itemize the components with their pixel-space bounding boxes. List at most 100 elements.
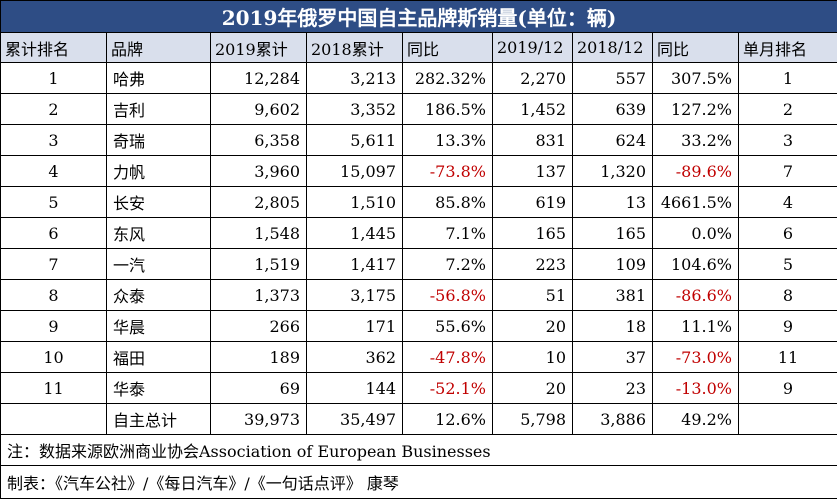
cell-monthly-rank: 1	[739, 63, 837, 94]
cell-2018-12: 13	[573, 187, 653, 218]
cell-2019-cumulative: 2,805	[211, 187, 307, 218]
cell-rank	[1, 404, 107, 435]
cell-2019-12: 1,452	[493, 94, 573, 125]
cell-rank: 4	[1, 156, 107, 187]
cell-2019-12: 51	[493, 280, 573, 311]
cell-monthly-yoy: 49.2%	[653, 404, 739, 435]
cell-2018-cumulative: 35,497	[307, 404, 403, 435]
cell-2018-12: 18	[573, 311, 653, 342]
cell-2018-cumulative: 1,510	[307, 187, 403, 218]
title-row: 2019年俄罗中国自主品牌斯销量(单位：辆)	[1, 1, 837, 33]
cell-monthly-yoy: 0.0%	[653, 218, 739, 249]
cell-rank: 2	[1, 94, 107, 125]
cell-monthly-rank: 11	[739, 342, 837, 373]
cell-yoy: 55.6%	[403, 311, 493, 342]
cell-monthly-rank: 8	[739, 280, 837, 311]
cell-2018-cumulative: 3,213	[307, 63, 403, 94]
cell-2018-cumulative: 3,175	[307, 280, 403, 311]
cell-2018-12: 557	[573, 63, 653, 94]
cell-brand: 众泰	[107, 280, 211, 311]
cell-yoy: 85.8%	[403, 187, 493, 218]
cell-2019-12: 831	[493, 125, 573, 156]
cell-monthly-rank: 4	[739, 187, 837, 218]
cell-monthly-yoy: 127.2%	[653, 94, 739, 125]
col-header-cumulative-rank: 累计排名	[1, 33, 107, 63]
cell-2019-12: 20	[493, 311, 573, 342]
cell-monthly-rank: 2	[739, 94, 837, 125]
cell-2018-cumulative: 3,352	[307, 94, 403, 125]
cell-rank: 9	[1, 311, 107, 342]
cell-2019-cumulative: 189	[211, 342, 307, 373]
cell-brand: 哈弗	[107, 63, 211, 94]
col-header-2019-12: 2019/12	[493, 33, 573, 63]
cell-2018-12: 23	[573, 373, 653, 404]
cell-2019-cumulative: 6,358	[211, 125, 307, 156]
cell-yoy: -73.8%	[403, 156, 493, 187]
header-row: 累计排名 品牌 2019累计 2018累计 同比 2019/12 2018/12…	[1, 33, 837, 63]
cell-2019-cumulative: 1,373	[211, 280, 307, 311]
cell-monthly-yoy: -13.0%	[653, 373, 739, 404]
cell-2018-cumulative: 362	[307, 342, 403, 373]
cell-rank: 6	[1, 218, 107, 249]
credit-row: 制表：《汽车公社》/《每日汽车》/《一句话点评》 康琴	[1, 466, 837, 499]
credit-note: 制表：《汽车公社》/《每日汽车》/《一句话点评》 康琴	[1, 466, 837, 499]
cell-rank: 3	[1, 125, 107, 156]
cell-2019-12: 165	[493, 218, 573, 249]
cell-2019-12: 137	[493, 156, 573, 187]
cell-2018-cumulative: 1,445	[307, 218, 403, 249]
cell-monthly-yoy: -89.6%	[653, 156, 739, 187]
cell-brand: 福田	[107, 342, 211, 373]
cell-2019-cumulative: 1,548	[211, 218, 307, 249]
cell-2019-cumulative: 1,519	[211, 249, 307, 280]
cell-2019-12: 223	[493, 249, 573, 280]
cell-monthly-yoy: 33.2%	[653, 125, 739, 156]
cell-brand: 力帆	[107, 156, 211, 187]
cell-yoy: 186.5%	[403, 94, 493, 125]
cell-2019-cumulative: 266	[211, 311, 307, 342]
cell-2018-12: 381	[573, 280, 653, 311]
cell-2018-cumulative: 1,417	[307, 249, 403, 280]
cell-monthly-rank: 9	[739, 373, 837, 404]
cell-monthly-rank: 3	[739, 125, 837, 156]
cell-monthly-rank: 5	[739, 249, 837, 280]
cell-brand: 华泰	[107, 373, 211, 404]
cell-monthly-yoy: -86.6%	[653, 280, 739, 311]
cell-2019-12: 20	[493, 373, 573, 404]
cell-2019-cumulative: 12,284	[211, 63, 307, 94]
cell-2018-cumulative: 171	[307, 311, 403, 342]
note-row: 注：数据来源欧洲商业协会Association of European Busi…	[1, 435, 837, 466]
table-title: 2019年俄罗中国自主品牌斯销量(单位：辆)	[1, 1, 837, 33]
cell-rank: 10	[1, 342, 107, 373]
cell-rank: 7	[1, 249, 107, 280]
col-header-2018-12: 2018/12	[573, 33, 653, 63]
col-header-brand: 品牌	[107, 33, 211, 63]
cell-rank: 8	[1, 280, 107, 311]
source-note: 注：数据来源欧洲商业协会Association of European Busi…	[1, 435, 837, 466]
cell-2019-cumulative: 3,960	[211, 156, 307, 187]
cell-monthly-yoy: 307.5%	[653, 63, 739, 94]
cell-2019-cumulative: 39,973	[211, 404, 307, 435]
cell-rank: 5	[1, 187, 107, 218]
cell-yoy: -47.8%	[403, 342, 493, 373]
cell-2018-12: 3,886	[573, 404, 653, 435]
cell-yoy: -52.1%	[403, 373, 493, 404]
cell-yoy: 13.3%	[403, 125, 493, 156]
col-header-yoy: 同比	[403, 33, 493, 63]
col-header-2019-cumulative: 2019累计	[211, 33, 307, 63]
cell-yoy: 7.1%	[403, 218, 493, 249]
cell-2018-12: 624	[573, 125, 653, 156]
cell-2019-cumulative: 9,602	[211, 94, 307, 125]
cell-yoy: -56.8%	[403, 280, 493, 311]
cell-2019-12: 10	[493, 342, 573, 373]
